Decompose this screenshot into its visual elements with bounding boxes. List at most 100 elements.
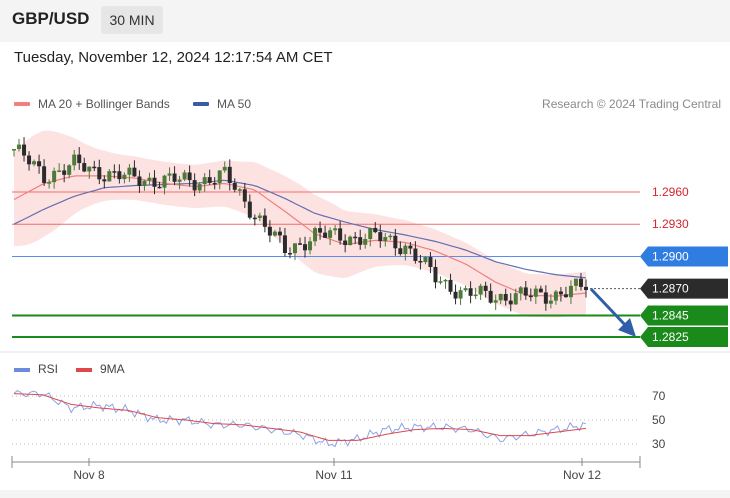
candle: [448, 273, 453, 295]
level-1-2870-tag: [640, 278, 728, 299]
candle: [292, 243, 297, 261]
candle: [187, 165, 192, 187]
level-1-2900-label: 1.2900: [652, 249, 689, 263]
level-1-2960-label: 1.2960: [652, 185, 689, 199]
timeframe-button[interactable]: 30 MIN: [101, 6, 163, 34]
candle: [227, 159, 232, 191]
candle: [277, 227, 282, 243]
candle: [313, 226, 318, 246]
bottom-bar: [0, 490, 730, 498]
candle: [438, 276, 443, 285]
candle: [543, 285, 548, 311]
candle: [423, 256, 428, 265]
candle: [107, 169, 112, 182]
rsi-tick-70: 70: [652, 389, 666, 403]
candle: [353, 231, 358, 245]
legend-ma20-label: MA 20 + Bollinger Bands: [38, 97, 170, 111]
candle: [418, 254, 423, 270]
candle: [137, 170, 142, 193]
candle: [252, 214, 257, 226]
candle: [32, 159, 37, 167]
candle: [553, 289, 558, 305]
candle: [298, 237, 302, 245]
level-1-2845-tag: [640, 305, 728, 326]
rsi-ma-legend-label: 9MA: [100, 362, 125, 376]
rsi-line: [13, 389, 587, 448]
legend-ma50-label: MA 50: [217, 97, 252, 111]
top-bar: GBP/USD 30 MIN: [0, 0, 730, 42]
candle: [558, 287, 563, 302]
candles: [12, 137, 588, 312]
candle: [463, 285, 468, 292]
credit-text: Research © 2024 Trading Central: [542, 97, 721, 111]
candle: [212, 177, 217, 190]
candle: [272, 230, 277, 237]
candle: [518, 286, 523, 301]
x-tick-label: Nov 12: [563, 468, 601, 482]
candle: [508, 293, 513, 312]
candle: [328, 227, 333, 245]
candle: [453, 284, 458, 305]
candle: [343, 234, 348, 253]
ma20-swatch: [14, 102, 30, 106]
candle: [483, 281, 488, 298]
candle: [262, 208, 267, 233]
candle: [242, 182, 247, 208]
candle: [87, 166, 92, 179]
forecast-arrow: [589, 287, 636, 337]
candle: [72, 149, 77, 171]
candle: [67, 164, 72, 179]
legend-ma50: MA 50: [193, 97, 251, 111]
candle: [57, 163, 62, 173]
candle: [333, 225, 338, 235]
candle: [12, 149, 16, 157]
candle: [523, 280, 528, 300]
candle: [468, 281, 473, 304]
candle: [403, 243, 408, 261]
candle: [127, 164, 132, 182]
candle: [373, 222, 378, 234]
level-1-2870-label: 1.2870: [652, 282, 689, 296]
candle: [568, 280, 573, 305]
candle: [77, 147, 82, 170]
candle: [393, 228, 398, 256]
candle: [458, 286, 463, 305]
candle: [52, 167, 57, 189]
candle: [117, 164, 122, 184]
candle: [247, 194, 252, 220]
candle: [287, 247, 292, 259]
candle: [428, 251, 433, 274]
level-1-2845-label: 1.2845: [652, 309, 689, 323]
candle: [388, 233, 393, 241]
candle: [548, 294, 553, 309]
candle: [42, 159, 47, 186]
candle: [473, 287, 478, 300]
candle: [478, 283, 483, 300]
candle: [192, 173, 197, 197]
candle: [358, 229, 363, 250]
candle: [27, 151, 32, 171]
level-1-2825-tag: [640, 327, 728, 347]
candle: [303, 236, 308, 258]
candle: [528, 288, 533, 302]
candle: [152, 170, 157, 195]
rsi-ma-line: [13, 393, 587, 441]
candle: [348, 235, 353, 246]
candle: [363, 233, 368, 249]
candle: [232, 178, 237, 193]
candle: [62, 164, 67, 183]
level-1-2825-label: 1.2825: [652, 330, 689, 344]
candle: [142, 179, 147, 191]
candle: [538, 285, 543, 293]
candle: [17, 138, 22, 152]
candle: [112, 164, 117, 179]
ma50-swatch: [193, 102, 209, 106]
candle: [308, 236, 313, 255]
candle: [338, 221, 343, 245]
candle: [222, 161, 227, 173]
candle: [202, 173, 207, 192]
candle: [132, 160, 137, 177]
candle: [408, 241, 413, 255]
candle: [578, 273, 583, 291]
